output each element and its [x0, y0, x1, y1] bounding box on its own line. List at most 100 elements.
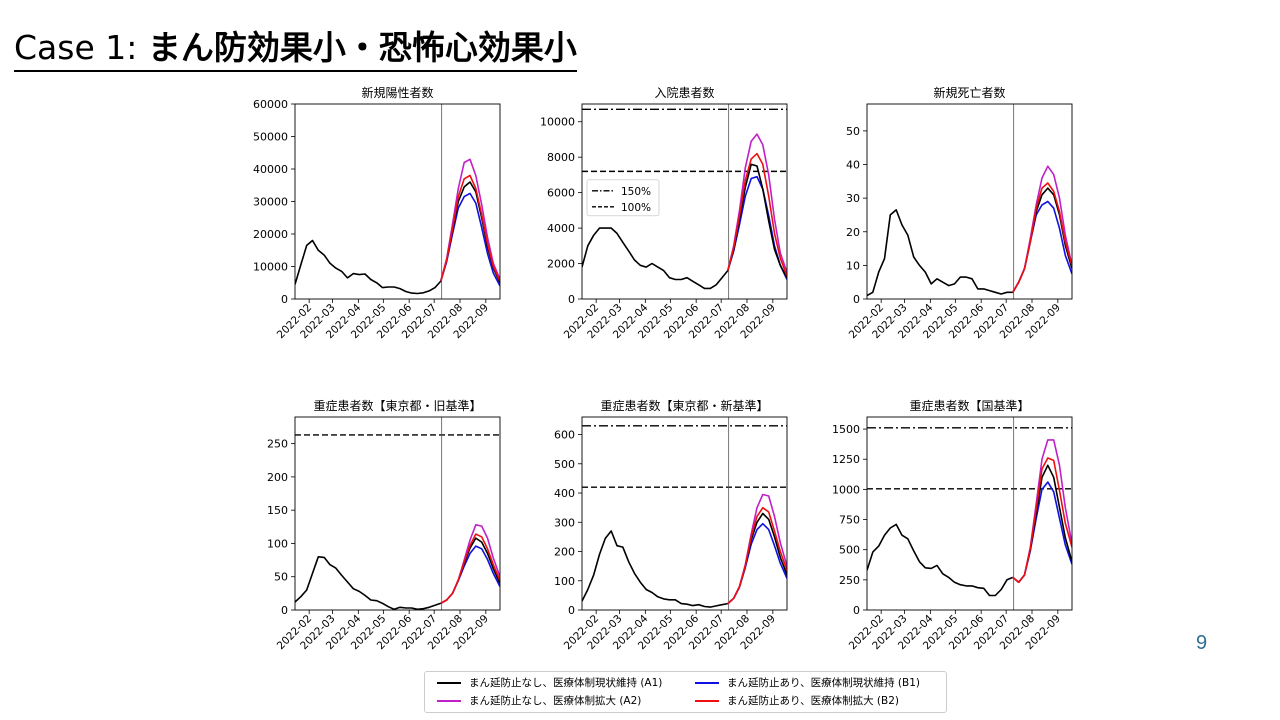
chart-title: 重症患者数【東京都・旧基準】 — [313, 398, 481, 413]
legend-item-b2: まん延防止あり、医療体制拡大 (B2) — [695, 692, 899, 710]
y-tick-label: 500 — [554, 458, 575, 471]
slide-title: Case 1: まん防効果小・恐怖心効果小 — [14, 26, 577, 72]
y-tick-label: 400 — [554, 487, 575, 500]
figure-legend: まん延防止なし、医療体制現状維持 (A1) まん延防止あり、医療体制現状維持 (… — [424, 671, 947, 713]
legend-swatch-b1 — [695, 682, 719, 684]
legend-label-b2: まん延防止あり、医療体制拡大 (B2) — [727, 695, 899, 707]
plot-frame — [866, 103, 1073, 300]
y-tick-label: 50 — [846, 125, 860, 138]
plot-frame — [294, 416, 501, 611]
y-tick-label: 0 — [281, 604, 288, 617]
y-tick-label: 0 — [568, 604, 575, 617]
y-tick-label: 8000 — [547, 151, 575, 164]
slide-title-case: Case 1: — [14, 28, 138, 67]
series-line-b1 — [440, 545, 500, 604]
series-line-b2 — [1012, 182, 1072, 293]
y-tick-label: 4000 — [547, 222, 575, 235]
y-tick-label: 30 — [846, 192, 860, 205]
series-line-b2 — [727, 152, 787, 277]
legend-swatch-b2 — [695, 700, 719, 702]
plot-frame — [294, 103, 501, 300]
plot-area — [582, 133, 787, 290]
y-tick-label: 60000 — [253, 98, 288, 111]
y-tick-label: 10000 — [253, 261, 288, 274]
series-line-b2 — [727, 506, 787, 605]
y-tick-label: 200 — [554, 546, 575, 559]
series-history-line — [582, 530, 728, 608]
y-tick-label: 250 — [839, 574, 860, 587]
legend-item-b1: まん延防止あり、医療体制現状維持 (B1) — [695, 674, 920, 692]
plot-frame — [866, 416, 1073, 611]
chart-panel-3: 新規死亡者数010203040502022-022022-032022-0420… — [846, 85, 1073, 341]
y-tick-label: 40 — [846, 159, 860, 172]
page-number: 9 — [1196, 632, 1208, 654]
legend-item-a1: まん延防止なし、医療体制現状維持 (A1) — [437, 674, 662, 692]
chart-title: 重症患者数【国基準】 — [909, 398, 1029, 413]
y-tick-label: 6000 — [547, 187, 575, 200]
plot-frame — [581, 416, 788, 611]
series-line-b2 — [440, 174, 500, 282]
reference-legend-label: 100% — [621, 202, 651, 214]
y-tick-label: 2000 — [547, 258, 575, 271]
series-line-b2 — [440, 533, 500, 604]
y-tick-label: 20 — [846, 226, 860, 239]
series-line-b2 — [1012, 457, 1072, 584]
chart-title: 重症患者数【東京都・新基準】 — [600, 398, 768, 413]
series-line-a1 — [727, 163, 787, 279]
y-tick-label: 0 — [281, 293, 288, 306]
y-tick-label: 0 — [853, 604, 860, 617]
y-tick-label: 0 — [568, 293, 575, 306]
chart-panel-6: 重症患者数【国基準】02505007501000125015002022-022… — [832, 398, 1073, 652]
y-tick-label: 1250 — [832, 453, 860, 466]
legend-item-a2: まん延防止なし、医療体制拡大 (A2) — [437, 692, 641, 710]
series-history-line — [582, 227, 729, 290]
chart-panel-1: 新規陽性者数0100002000030000400005000060000202… — [253, 85, 501, 341]
y-tick-label: 1500 — [832, 423, 860, 436]
chart-title: 新規陽性者数 — [361, 85, 433, 100]
legend-swatch-a1 — [437, 682, 461, 684]
series-history-line — [295, 555, 442, 610]
y-tick-label: 0 — [853, 293, 860, 306]
y-tick-label: 600 — [554, 429, 575, 442]
plot-frame — [581, 103, 788, 300]
chart-panel-2: 入院患者数02000400060008000100002022-022022-0… — [540, 85, 788, 341]
y-tick-label: 20000 — [253, 228, 288, 241]
y-tick-label: 50000 — [253, 131, 288, 144]
legend-label-a2: まん延防止なし、医療体制拡大 (A2) — [469, 695, 642, 707]
plot-area — [295, 158, 500, 295]
reference-legend: 150% 100% — [586, 179, 660, 217]
y-tick-label: 750 — [839, 514, 860, 527]
plot-area — [867, 165, 1072, 297]
y-tick-label: 100 — [267, 537, 288, 550]
y-tick-label: 150 — [267, 504, 288, 517]
y-tick-label: 300 — [554, 516, 575, 529]
chart-title: 入院患者数 — [654, 85, 714, 100]
series-line-a1 — [1012, 464, 1072, 584]
plot-area — [867, 439, 1072, 597]
chart-title: 新規死亡者数 — [933, 85, 1005, 100]
legend-label-b1: まん延防止あり、医療体制現状維持 (B1) — [727, 677, 920, 689]
y-tick-label: 30000 — [253, 196, 288, 209]
series-history-line — [295, 239, 442, 295]
legend-swatch-a2 — [437, 700, 461, 702]
y-tick-label: 10 — [846, 259, 860, 272]
y-tick-label: 200 — [267, 471, 288, 484]
chart-panel-5: 重症患者数【東京都・新基準】01002003004005006002022-02… — [554, 398, 788, 652]
y-tick-label: 50 — [274, 571, 288, 584]
slide-title-jp: まん防効果小・恐怖心効果小 — [147, 28, 577, 67]
chart-panel-4: 重症患者数【東京都・旧基準】0501001502002502022-022022… — [267, 398, 501, 652]
legend-label-a1: まん延防止なし、医療体制現状維持 (A1) — [469, 677, 663, 689]
plot-area — [582, 493, 787, 608]
y-tick-label: 1000 — [832, 483, 860, 496]
y-tick-label: 100 — [554, 575, 575, 588]
series-history-line — [867, 209, 1013, 297]
series-line-b1 — [1012, 200, 1072, 293]
series-history-line — [867, 523, 1014, 597]
reference-legend-label: 150% — [621, 186, 651, 198]
y-tick-label: 40000 — [253, 163, 288, 176]
plot-area — [295, 523, 500, 610]
y-tick-label: 250 — [267, 438, 288, 451]
y-tick-label: 500 — [839, 544, 860, 557]
y-tick-label: 10000 — [540, 116, 575, 129]
